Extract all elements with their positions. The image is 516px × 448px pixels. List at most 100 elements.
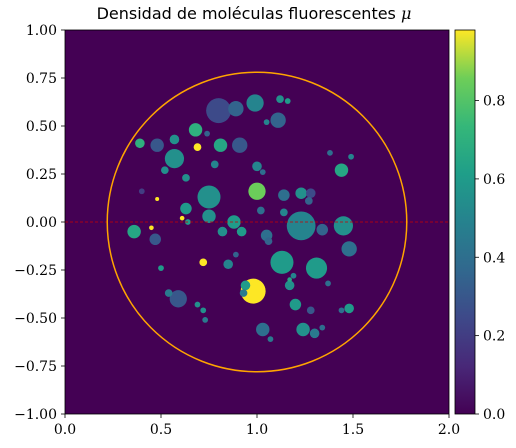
molecule-blob (256, 322, 270, 337)
molecule-blob (200, 307, 207, 314)
molecule-blob (309, 328, 320, 339)
boundary-circle (106, 71, 408, 373)
molecule-blob (295, 187, 307, 199)
molecule-blob (217, 226, 228, 237)
molecule-blob (305, 188, 316, 198)
molecule-blob (278, 189, 290, 201)
molecule-blob (239, 289, 248, 297)
molecule-blob (280, 208, 288, 217)
molecule-blob (232, 137, 248, 153)
y-tick-label: −0.25 (14, 263, 57, 279)
colorbar-tick-label: 0.4 (483, 250, 505, 266)
chart-title-symbol: μ (401, 4, 411, 23)
y-axis: 1.00 0.75 0.50 0.25 0.00 −0.25 −0.50 −0.75 −1.00 (14, 23, 65, 423)
y-tick-label: 0.75 (26, 71, 57, 87)
x-tick-label: 1.0 (246, 422, 268, 438)
molecule-blob (287, 277, 292, 282)
molecule-blob (236, 226, 247, 237)
molecule-blob (206, 98, 232, 124)
y-tick-label: −1.00 (14, 407, 57, 423)
x-tick-label: 1.5 (342, 422, 364, 438)
x-tick-label: 0.5 (150, 422, 172, 438)
molecule-blob (149, 225, 154, 231)
molecule-blob (228, 101, 244, 117)
molecule-blob (286, 211, 316, 241)
molecule-blob (306, 306, 315, 315)
molecule-blob (182, 174, 190, 182)
x-tick-label: 2.0 (438, 422, 460, 438)
molecule-blob (284, 280, 295, 291)
colorbar-ticks: 0.8 0.6 0.4 0.2 0.0 (475, 94, 505, 423)
molecule-blob (227, 215, 241, 229)
colorbar-tick-label: 0.6 (483, 172, 505, 188)
molecule-blob (135, 138, 145, 149)
molecule-blob (341, 241, 357, 257)
molecule-blob (169, 290, 187, 308)
molecule-blob (197, 185, 221, 209)
colorbar-tick-label: 0.8 (483, 94, 505, 110)
molecule-blob (223, 259, 233, 270)
y-tick-label: 0.25 (26, 167, 57, 183)
molecule-blob (348, 153, 354, 160)
molecule-blob (333, 216, 353, 236)
molecule-blob (161, 166, 169, 174)
molecule-blob (204, 130, 210, 137)
molecule-blob (179, 215, 185, 221)
y-tick-label: −0.75 (14, 359, 57, 375)
molecule-blob (188, 123, 203, 137)
molecule-blob (305, 197, 313, 205)
molecule-blob (252, 161, 262, 172)
molecule-blob (327, 150, 333, 156)
molecule-blob (270, 250, 294, 274)
molecule-blob (158, 265, 164, 271)
molecule-blob (290, 272, 297, 279)
molecule-blob (248, 182, 266, 200)
molecule-blob (338, 307, 345, 314)
chart-title-text: Densidad de moléculas fluorescentes (97, 4, 396, 23)
chart-title: Densidad de moléculas fluorescentes μ (97, 4, 412, 23)
molecule-blob (264, 237, 273, 246)
x-tick-label: 0.0 (54, 422, 76, 438)
molecule-blob (289, 298, 302, 311)
molecule-blob (169, 134, 180, 145)
molecule-blob (149, 233, 162, 246)
y-tick-label: −0.50 (14, 311, 57, 327)
molecule-blob (257, 206, 265, 215)
molecule-blob (202, 317, 209, 323)
molecule-blob (199, 258, 208, 267)
molecule-blob (284, 98, 291, 104)
molecule-blob (127, 224, 141, 239)
molecule-blob (325, 280, 331, 287)
molecule-blob (150, 138, 164, 152)
colorbar-tick-label: 0.2 (483, 329, 505, 345)
x-axis: 0.0 0.5 1.0 1.5 2.0 (54, 414, 460, 438)
molecule-blob (270, 112, 286, 128)
blob-layer (127, 94, 357, 342)
colorbar: 0.8 0.6 0.4 0.2 0.0 (454, 29, 505, 423)
molecule-blob (180, 202, 192, 215)
molecule-blob (138, 188, 145, 195)
molecule-blob (319, 324, 326, 331)
molecule-blob (164, 149, 185, 169)
molecule-blob (213, 138, 228, 152)
molecule-blob (240, 280, 251, 291)
colorbar-tick-label: 0.0 (483, 407, 505, 423)
molecule-blob (334, 163, 349, 177)
molecule-blob (155, 196, 160, 201)
molecule-blob (233, 251, 239, 258)
molecule-blob (267, 336, 274, 342)
molecule-blob (246, 94, 264, 112)
y-tick-label: 1.00 (26, 23, 57, 39)
heatmap-plot-area (64, 29, 450, 415)
molecule-blob (202, 209, 216, 223)
molecule-blob (344, 303, 354, 314)
molecule-blob (194, 301, 201, 308)
molecule-blob (210, 160, 219, 169)
molecule-blob (305, 257, 328, 279)
y-tick-label: 0.00 (26, 215, 57, 231)
molecule-blob (193, 143, 202, 151)
molecule-blob (316, 223, 329, 236)
molecule-blob (276, 95, 284, 103)
molecule-blob (164, 289, 173, 297)
